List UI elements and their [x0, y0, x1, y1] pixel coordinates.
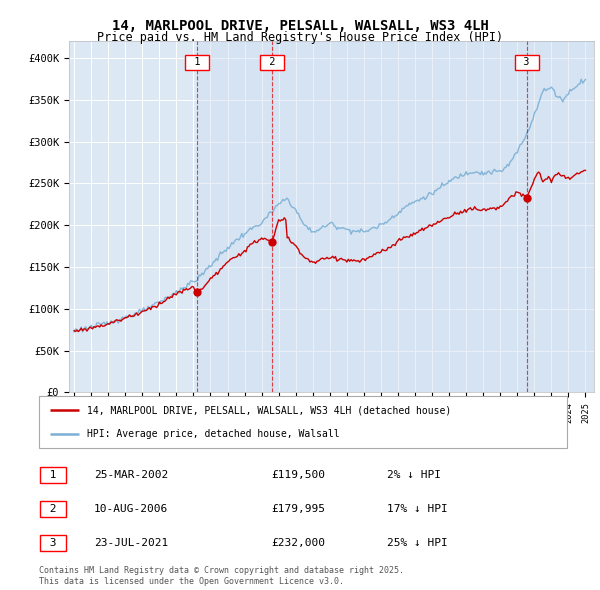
Text: 25% ↓ HPI: 25% ↓ HPI [387, 538, 448, 548]
Text: £119,500: £119,500 [271, 470, 325, 480]
Text: 10-AUG-2006: 10-AUG-2006 [94, 504, 169, 514]
Bar [197, 41, 272, 392]
Text: 25-MAR-2002: 25-MAR-2002 [94, 470, 169, 480]
Text: 14, MARLPOOL DRIVE, PELSALL, WALSALL, WS3 4LH: 14, MARLPOOL DRIVE, PELSALL, WALSALL, WS… [112, 19, 488, 33]
Text: 17% ↓ HPI: 17% ↓ HPI [387, 504, 448, 514]
Bar [272, 41, 527, 392]
Text: HPI: Average price, detached house, Walsall: HPI: Average price, detached house, Wals… [86, 430, 339, 440]
Text: 2: 2 [263, 57, 281, 67]
Text: 3: 3 [517, 57, 536, 67]
Text: £232,000: £232,000 [271, 538, 325, 548]
Text: 14, MARLPOOL DRIVE, PELSALL, WALSALL, WS3 4LH (detached house): 14, MARLPOOL DRIVE, PELSALL, WALSALL, WS… [86, 405, 451, 415]
Text: 1: 1 [188, 57, 207, 67]
Text: 2% ↓ HPI: 2% ↓ HPI [387, 470, 441, 480]
Text: Price paid vs. HM Land Registry's House Price Index (HPI): Price paid vs. HM Land Registry's House … [97, 31, 503, 44]
Bar [527, 41, 594, 392]
Text: Contains HM Land Registry data © Crown copyright and database right 2025.: Contains HM Land Registry data © Crown c… [39, 566, 404, 575]
FancyBboxPatch shape [39, 396, 567, 448]
Text: 3: 3 [43, 538, 63, 548]
Text: 2: 2 [43, 504, 63, 514]
Text: 1: 1 [43, 470, 63, 480]
Text: £179,995: £179,995 [271, 504, 325, 514]
Text: 23-JUL-2021: 23-JUL-2021 [94, 538, 169, 548]
Text: This data is licensed under the Open Government Licence v3.0.: This data is licensed under the Open Gov… [39, 577, 344, 586]
